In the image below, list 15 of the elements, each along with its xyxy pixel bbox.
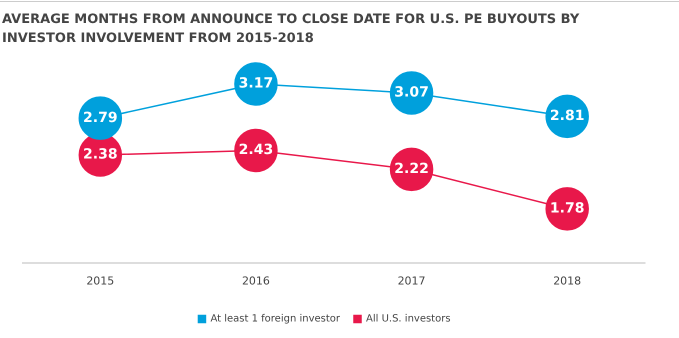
data-label: 2.81 (550, 108, 584, 124)
data-label: 2.22 (394, 160, 429, 177)
legend-label: At least 1 foreign investor (210, 314, 341, 325)
data-label: 3.07 (394, 84, 429, 101)
data-label: 3.17 (238, 76, 274, 92)
data-label: 2.43 (238, 142, 274, 158)
x-tick-label: 2018 (553, 274, 582, 288)
x-tick-label: 2017 (398, 274, 426, 288)
data-label: 2.79 (83, 110, 118, 126)
x-tick-label: 2016 (242, 274, 270, 288)
data-label: 1.78 (550, 200, 584, 217)
data-label: 2.38 (83, 146, 118, 163)
legend-label: All U.S. investors (366, 314, 451, 325)
chart-title: AVERAGE MONTHS FROM ANNOUNCE TO CLOSE DATE FOR U.S. PE BUYOUTS BY INVESTOR INVOLVEMENT FROM 2015-2018 (2, 11, 580, 48)
x-tick-label: 2015 (86, 274, 114, 288)
